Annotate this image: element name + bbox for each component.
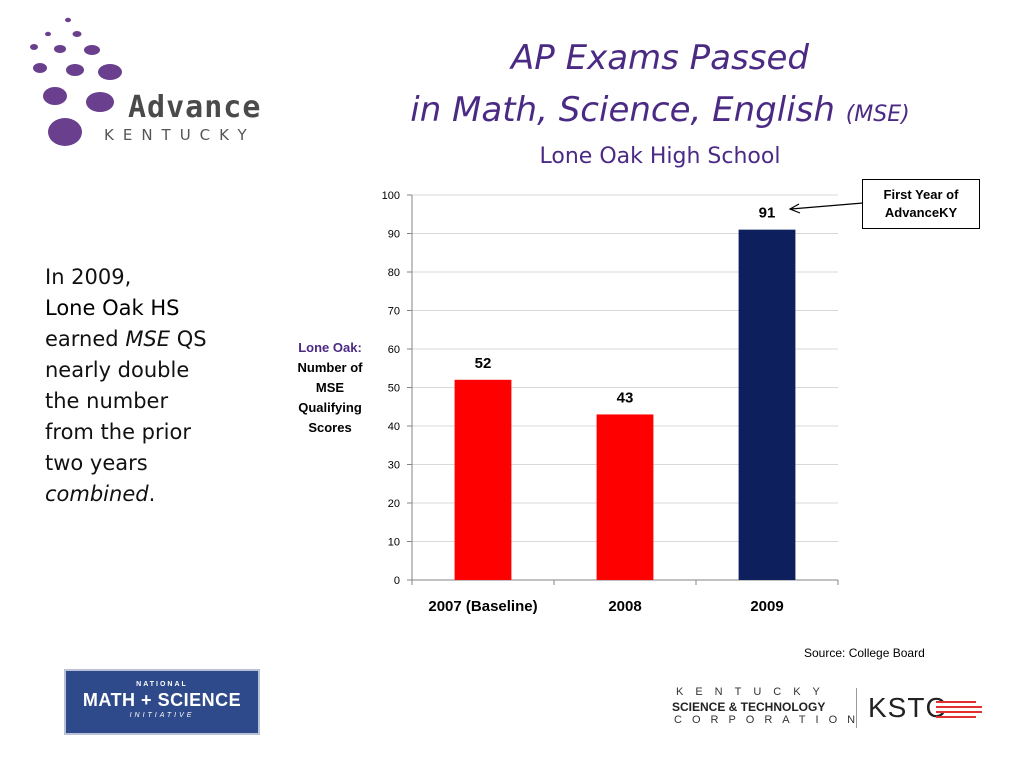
bar	[738, 229, 796, 580]
kstc-wordmark: KSTC	[868, 692, 947, 723]
side-note-line: In 2009,	[45, 265, 132, 289]
nmsi-logo: NATIONAL MATH + SCIENCE INITIATIVE	[64, 669, 260, 735]
title-line2-suffix: (MSE)	[845, 102, 910, 127]
data-label: 91	[759, 205, 776, 222]
side-note-mse: MSE	[125, 327, 171, 351]
y-tick-label: 60	[388, 344, 400, 356]
y-axis-label-line: Scores	[308, 420, 352, 435]
kstc-speed-lines-icon	[936, 701, 982, 718]
kstc-science-technology: SCIENCE & TECHNOLOGY	[672, 700, 826, 714]
callout-arrow	[788, 202, 864, 214]
nmsi-initiative: INITIATIVE	[129, 712, 195, 719]
side-note-period: .	[148, 482, 156, 506]
data-label: 52	[475, 355, 492, 372]
callout-line1: First Year of	[883, 187, 959, 203]
x-category-label: 2009	[750, 598, 783, 615]
y-tick-label: 100	[382, 190, 400, 202]
y-axis-label-line: Number of	[297, 360, 363, 375]
y-tick-label: 30	[388, 460, 400, 472]
kstc-divider	[856, 688, 857, 728]
y-tick-label: 70	[388, 306, 400, 318]
side-note-line: from the prior	[45, 420, 191, 444]
nmsi-math-science: MATH + SCIENCE	[82, 690, 242, 710]
first-year-callout: First Year of AdvanceKY	[862, 179, 980, 229]
y-tick-label: 20	[388, 498, 400, 510]
x-category-label: 2007 (Baseline)	[428, 598, 537, 615]
y-tick-label: 10	[388, 537, 400, 549]
side-note-line: nearly double	[45, 358, 190, 382]
bar-chart: 0 10 20 30 40 50 60 70 80 90 100 52 2007 (Baseline) 4…	[382, 190, 839, 615]
side-note-text: QS	[176, 327, 207, 351]
side-note-combined: combined	[45, 482, 149, 506]
side-note-line: two years	[45, 451, 148, 475]
title-line2-main: in Math, Science, English	[410, 90, 835, 130]
data-label: 43	[617, 389, 634, 406]
advance-kentucky-logo-dots	[30, 17, 122, 146]
kstc-kentucky: KENTUCKY	[676, 686, 832, 698]
page-title-line1: AP Exams Passed	[511, 38, 809, 78]
side-note-text: earned	[45, 327, 119, 351]
nmsi-national: NATIONAL	[136, 681, 188, 688]
y-tick-label: 50	[388, 383, 400, 395]
y-tick-label: 40	[388, 421, 400, 433]
y-tick-label: 80	[388, 267, 400, 279]
side-note: In 2009, Lone Oak HS earned MSE QS nearl…	[45, 262, 235, 510]
side-note-line: combined.	[45, 479, 235, 510]
kstc-logo: KENTUCKY SCIENCE & TECHNOLOGY CORPORATIO…	[668, 686, 988, 736]
bar	[596, 414, 654, 580]
page-title-line2: in Math, Science, English (MSE)	[360, 90, 960, 130]
brand-subtitle: KENTUCKY	[104, 126, 256, 144]
side-note-line: the number	[45, 389, 169, 413]
side-note-line: earned MSE QS	[45, 324, 235, 355]
y-tick-label: 90	[388, 229, 400, 241]
page-subtitle: Lone Oak High School	[539, 144, 781, 169]
y-axis-label-line: MSE	[315, 380, 345, 395]
x-category-label: 2008	[608, 598, 641, 615]
y-axis-label: Lone Oak: Number of MSE Qualifying Score…	[285, 338, 375, 438]
kstc-corporation: CORPORATION	[674, 714, 866, 726]
y-tick-label: 0	[394, 575, 400, 587]
side-note-school: Lone Oak HS	[45, 296, 180, 320]
brand-wordmark: Advance	[128, 90, 262, 125]
callout-line2: AdvanceKY	[884, 205, 958, 220]
bar	[454, 379, 512, 580]
y-axis-label-school: Lone Oak:	[298, 340, 362, 355]
y-axis-label-line: Qualifying	[298, 400, 362, 415]
source-note: Source: College Board	[804, 646, 925, 660]
